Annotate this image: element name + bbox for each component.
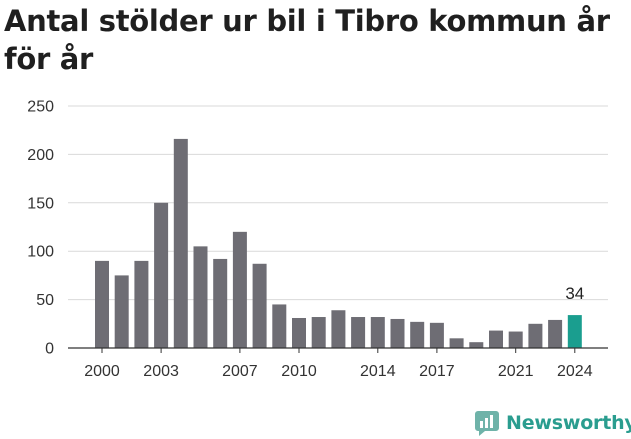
x-tick-label: 2021 <box>498 363 534 380</box>
bar-2008 <box>252 263 267 348</box>
bar-2002 <box>134 260 149 348</box>
chart-title: Antal stölder ur bil i Tibro kommun år f… <box>4 4 610 76</box>
bar-2016 <box>410 321 425 348</box>
y-tick-label: 100 <box>27 244 54 261</box>
bar-2013 <box>351 317 366 348</box>
bar-2011 <box>311 317 326 348</box>
bar-2009 <box>272 304 287 348</box>
bars <box>95 138 582 348</box>
bar-2019 <box>469 342 484 348</box>
bar-2021 <box>508 331 523 348</box>
labels: 0 50 100 150 200 250 2000 2003 2007 2010 2014 2017 2… <box>27 99 592 381</box>
bar-2000 <box>95 260 109 348</box>
x-axis <box>68 347 608 353</box>
y-tick-label: 150 <box>27 195 54 212</box>
x-tick-label: 2000 <box>84 363 120 380</box>
x-tick-label: 2007 <box>222 363 258 380</box>
bar-2005 <box>193 246 208 348</box>
bar-2010 <box>292 317 306 348</box>
data-label-2024: 34 <box>565 284 584 303</box>
bar-2017 <box>429 322 444 348</box>
bar-2006 <box>213 258 228 348</box>
y-tick-label: 250 <box>27 99 54 116</box>
x-tick-label: 2014 <box>360 363 396 380</box>
bar-2020 <box>489 330 503 348</box>
bar-2004 <box>173 138 188 348</box>
bar-2007 <box>232 231 247 348</box>
bar-2022 <box>528 323 543 348</box>
bar-2014 <box>370 317 385 348</box>
y-tick-label: 0 <box>45 341 54 358</box>
newsworthy-logo-text: Newsworthy <box>506 412 631 434</box>
x-tick-label: 2024 <box>557 363 593 380</box>
bar-2012 <box>331 310 346 348</box>
newsworthy-logo: Newsworthy <box>474 408 631 438</box>
bar-2018 <box>449 338 464 348</box>
x-tick-label: 2017 <box>419 363 455 380</box>
y-tick-label: 200 <box>27 147 54 164</box>
bar-2015 <box>390 318 405 348</box>
bar-2024 <box>567 315 582 348</box>
bar-2001 <box>114 275 129 348</box>
grid-lines <box>68 105 608 301</box>
bar-2023 <box>548 319 563 348</box>
bar-2003 <box>154 202 169 348</box>
x-tick-label: 2010 <box>281 363 317 380</box>
newsworthy-logo-icon <box>475 411 499 436</box>
y-tick-label: 50 <box>36 292 54 309</box>
x-tick-label: 2003 <box>143 363 179 380</box>
